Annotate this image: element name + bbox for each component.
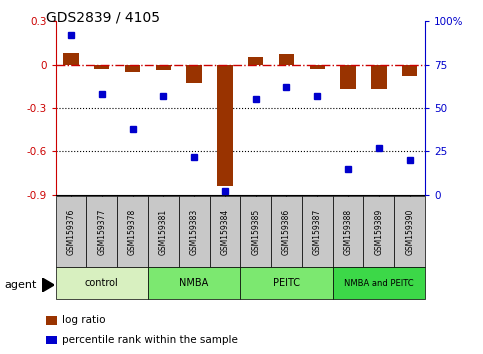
Text: GSM159377: GSM159377 bbox=[97, 209, 106, 255]
Bar bbox=[63, 53, 79, 65]
FancyBboxPatch shape bbox=[179, 196, 210, 267]
FancyBboxPatch shape bbox=[302, 196, 333, 267]
Text: GSM159376: GSM159376 bbox=[67, 209, 75, 255]
Polygon shape bbox=[42, 278, 54, 292]
Bar bbox=[217, 65, 233, 186]
Bar bbox=[371, 65, 386, 89]
Text: log ratio: log ratio bbox=[62, 315, 105, 325]
Bar bbox=[402, 65, 417, 76]
Text: agent: agent bbox=[5, 280, 37, 290]
Text: GSM159387: GSM159387 bbox=[313, 209, 322, 255]
Text: GSM159388: GSM159388 bbox=[343, 209, 353, 255]
Text: GSM159385: GSM159385 bbox=[251, 209, 260, 255]
Text: GSM159384: GSM159384 bbox=[220, 209, 229, 255]
Bar bbox=[156, 65, 171, 70]
FancyBboxPatch shape bbox=[117, 196, 148, 267]
FancyBboxPatch shape bbox=[364, 196, 394, 267]
FancyBboxPatch shape bbox=[333, 196, 364, 267]
FancyBboxPatch shape bbox=[210, 196, 240, 267]
Text: GSM159389: GSM159389 bbox=[374, 209, 384, 255]
Text: NMBA and PEITC: NMBA and PEITC bbox=[344, 279, 413, 288]
Text: GSM159390: GSM159390 bbox=[405, 209, 414, 255]
FancyBboxPatch shape bbox=[240, 267, 333, 299]
FancyBboxPatch shape bbox=[86, 196, 117, 267]
FancyBboxPatch shape bbox=[56, 196, 86, 267]
Text: GSM159386: GSM159386 bbox=[282, 209, 291, 255]
FancyBboxPatch shape bbox=[148, 267, 240, 299]
Text: control: control bbox=[85, 278, 119, 288]
FancyBboxPatch shape bbox=[271, 196, 302, 267]
Text: GSM159383: GSM159383 bbox=[190, 209, 199, 255]
Text: GSM159381: GSM159381 bbox=[159, 209, 168, 255]
Bar bbox=[248, 57, 263, 65]
FancyBboxPatch shape bbox=[240, 196, 271, 267]
FancyBboxPatch shape bbox=[333, 267, 425, 299]
Bar bbox=[186, 65, 202, 84]
Text: GDS2839 / 4105: GDS2839 / 4105 bbox=[46, 11, 160, 25]
FancyBboxPatch shape bbox=[148, 196, 179, 267]
Bar bbox=[125, 65, 140, 72]
Bar bbox=[341, 65, 356, 89]
Bar bbox=[279, 55, 294, 65]
Bar bbox=[310, 65, 325, 69]
FancyBboxPatch shape bbox=[56, 267, 148, 299]
Text: GSM159378: GSM159378 bbox=[128, 209, 137, 255]
Text: PEITC: PEITC bbox=[273, 278, 300, 288]
FancyBboxPatch shape bbox=[394, 196, 425, 267]
Bar bbox=[94, 65, 110, 69]
Text: NMBA: NMBA bbox=[180, 278, 209, 288]
Text: percentile rank within the sample: percentile rank within the sample bbox=[62, 335, 238, 345]
